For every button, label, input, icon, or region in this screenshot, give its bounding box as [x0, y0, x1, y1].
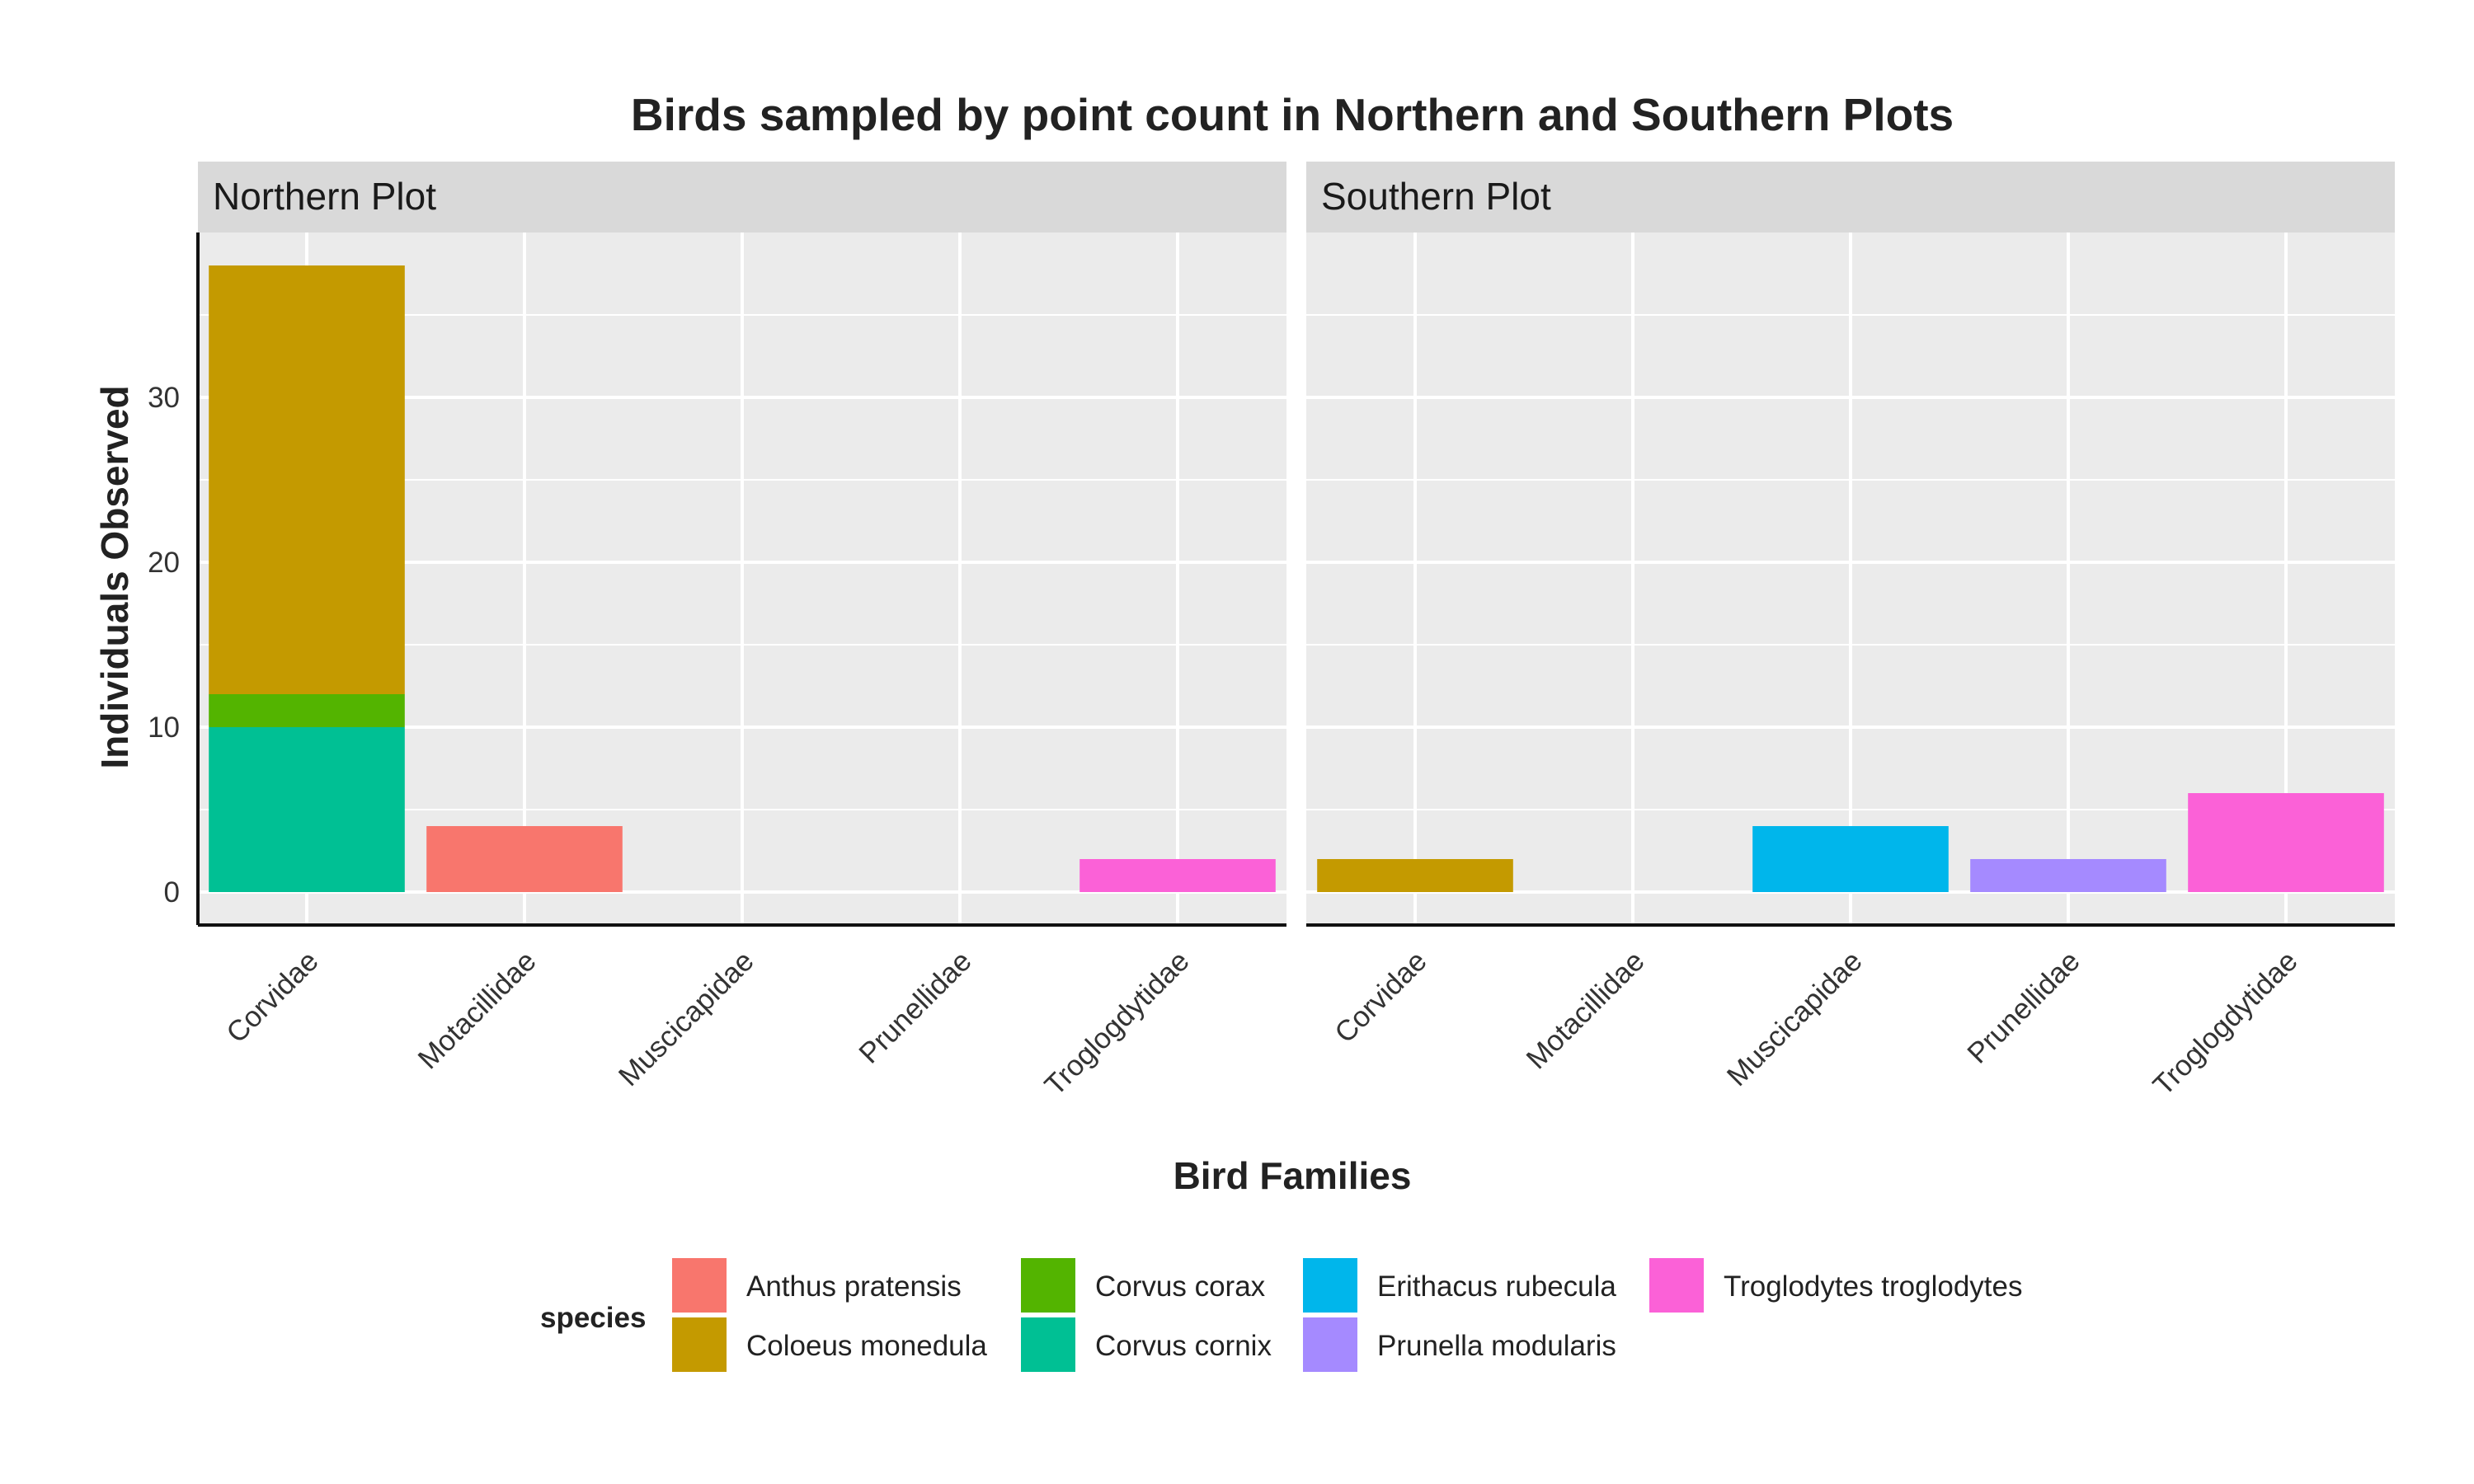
legend-label: Corvus corax: [1095, 1270, 1266, 1303]
legend-key: [1303, 1258, 1357, 1313]
bar-segment: [209, 694, 405, 727]
x-tick-label: Troglogdytidae: [2147, 945, 2303, 1101]
x-tick-label: Corvidae: [1329, 945, 1433, 1050]
y-tick-label: 20: [148, 547, 180, 579]
facet-panels: Northern Plot 0 10 20 30 Corvidae Motacillidae…: [148, 162, 2395, 1101]
legend-item: Troglodytes troglodytes: [1649, 1258, 2023, 1313]
y-axis-label: Individuals Observed: [93, 385, 136, 768]
bar-segment: [1079, 859, 1276, 892]
y-tick-label: 30: [148, 382, 180, 414]
bar-segment: [2188, 793, 2384, 892]
x-tick-label: Motacillidae: [1520, 945, 1650, 1075]
legend-label: Corvus cornix: [1095, 1330, 1272, 1362]
legend-key: [672, 1258, 727, 1313]
y-tick-label: 0: [164, 876, 180, 909]
legend-key: [1303, 1317, 1357, 1372]
x-tick-label: Prunellidae: [1961, 945, 2086, 1069]
legend-item: Anthus pratensis: [672, 1258, 962, 1313]
legend-key: [1021, 1258, 1075, 1313]
legend-title: species: [540, 1302, 646, 1334]
bar-segment: [1752, 826, 1949, 892]
bar-segment: [209, 265, 405, 694]
legend-item: Corvus corax: [1021, 1258, 1266, 1313]
legend-item: Coloeus monedula: [672, 1317, 987, 1372]
x-tick-label: Troglogdytidae: [1038, 945, 1195, 1101]
x-tick-label: Muscicapidae: [1721, 945, 1869, 1092]
legend-label: Anthus pratensis: [746, 1270, 962, 1303]
legend-key: [672, 1317, 727, 1372]
legend-key: [1021, 1317, 1075, 1372]
facet-strip: [1306, 162, 2395, 232]
legend-label: Coloeus monedula: [746, 1330, 987, 1362]
bar-segment: [426, 826, 623, 892]
chart-title: Birds sampled by point count in Northern…: [631, 89, 1954, 140]
bar-segment: [1970, 859, 2166, 892]
legend-item: Prunella modularis: [1303, 1317, 1616, 1372]
x-tick-label: Muscicapidae: [613, 945, 760, 1092]
x-tick-label: Corvidae: [220, 945, 325, 1050]
facet-label: Northern Plot: [213, 175, 436, 218]
panel-southern: Southern Plot Corvidae Motacillidae Muscica…: [1306, 162, 2395, 1101]
legend-item: Erithacus rubecula: [1303, 1258, 1616, 1313]
x-tick-label: Prunellidae: [853, 945, 977, 1069]
legend-label: Erithacus rubecula: [1377, 1270, 1616, 1303]
x-tick-label: Motacillidae: [412, 945, 542, 1075]
legend: species Anthus pratensis Coloeus monedula C…: [540, 1258, 2023, 1372]
legend-label: Troglodytes troglodytes: [1724, 1270, 2023, 1303]
bar-segment: [1317, 859, 1513, 892]
facet-strip: [198, 162, 1286, 232]
y-tick-label: 10: [148, 711, 180, 744]
x-axis-label: Bird Families: [1174, 1154, 1412, 1197]
legend-item: Corvus cornix: [1021, 1317, 1272, 1372]
facet-label: Southern Plot: [1321, 175, 1551, 218]
panel-northern: Northern Plot 0 10 20 30 Corvidae Motacillidae…: [148, 162, 1286, 1101]
legend-label: Prunella modularis: [1377, 1330, 1616, 1362]
legend-key: [1649, 1258, 1704, 1313]
bar-segment: [209, 727, 405, 892]
